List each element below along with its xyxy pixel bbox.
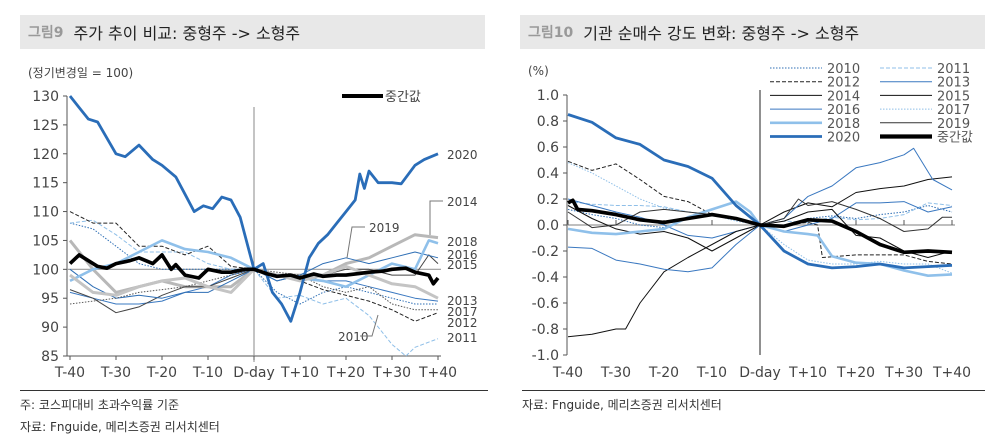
left-y-tick-label: 120 [32, 147, 59, 163]
left-source: 자료: Fnguide, 메리츠증권 리서치센터 [20, 420, 220, 434]
right-legend-label-2014: 2014 [827, 89, 860, 104]
left-y-tick-label: 90 [41, 320, 59, 336]
left-series-label-2016: 2016 [447, 248, 478, 262]
left-y-tick-label: 110 [32, 205, 59, 221]
left-y-tick-label: 100 [32, 262, 59, 278]
left-x-tick-label: T+30 [372, 365, 411, 381]
left-y-tick-label: 105 [32, 233, 59, 249]
left-y-tick-label: 130 [32, 89, 59, 105]
right-legend-label-2016: 2016 [827, 103, 860, 118]
right-legend-label-2018: 2018 [827, 117, 860, 132]
right-x-tick-label: T+30 [884, 365, 923, 381]
right-x-tick-label: D-day [739, 365, 781, 381]
left-series-label-2018: 2018 [447, 235, 478, 249]
left-series-label-2015: 2015 [447, 258, 478, 272]
left-series-label-2014: 2014 [447, 195, 478, 209]
left-2014-pointer [429, 200, 443, 235]
right-series-2014 [567, 176, 953, 338]
right-figure-header: 그림10 기관 순매수 강도 변화: 중형주 -> 소형주 [520, 15, 985, 49]
right-x-tick-label: T+10 [788, 365, 827, 381]
left-x-tick-label: T+10 [280, 365, 319, 381]
right-footer-rule [522, 390, 985, 391]
left-x-tick-label: T-10 [192, 365, 223, 381]
left-2010-pointer [360, 314, 379, 337]
right-legend-label-2012: 2012 [827, 76, 860, 91]
left-series-label-2011: 2011 [447, 331, 478, 345]
right-x-tick-label: T-40 [552, 365, 583, 381]
right-y-tick-label: -0.4 [532, 270, 559, 286]
right-x-tick-label: T-10 [696, 365, 727, 381]
left-series-label-2019: 2019 [369, 221, 400, 235]
left-x-tick-label: T-40 [54, 365, 85, 381]
left-y-tick-label: 95 [41, 291, 59, 307]
left-x-tick-label: D-day [233, 365, 275, 381]
right-legend-label-2020: 2020 [827, 131, 860, 146]
right-x-tick-label: T-20 [648, 365, 679, 381]
right-y-tick-label: -0.8 [532, 322, 559, 338]
right-series-중간값 [567, 198, 953, 255]
right-legend-label-2019: 2019 [937, 117, 970, 132]
right-y-tick-label: 1.0 [537, 88, 559, 104]
left-y-tick-label: 85 [41, 349, 59, 365]
left-series-label-2020: 2020 [447, 148, 478, 162]
right-x-tick-label: T+40 [932, 365, 971, 381]
left-unit-label: (정기변경일 = 100) [28, 66, 134, 80]
right-legend-label-중간값: 중간값 [937, 131, 973, 146]
left-series-2010 [69, 222, 438, 305]
right-y-tick-label: -1.0 [532, 348, 559, 364]
left-note: 주: 코스피대비 초과수익률 기준 [20, 398, 180, 412]
left-series-2020 [68, 95, 439, 323]
left-series-label-2012: 2012 [447, 316, 478, 330]
right-figure-title: 기관 순매수 강도 변화: 중형주 -> 소형주 [583, 24, 860, 43]
left-series-중간값 [68, 253, 440, 286]
left-y-tick-label: 125 [32, 118, 59, 134]
left-x-tick-label: T+20 [326, 365, 365, 381]
right-legend-label-2015: 2015 [937, 89, 970, 104]
left-x-tick-label: T-30 [100, 365, 131, 381]
left-figure-number: 그림9 [28, 25, 64, 41]
right-figure-number: 그림10 [528, 25, 574, 41]
right-series-2012 [567, 160, 953, 265]
left-series-label-2010: 2010 [338, 330, 369, 344]
right-series-2019 [567, 198, 952, 232]
right-x-tick-label: T+20 [836, 365, 875, 381]
left-series-label-2017: 2017 [447, 305, 478, 319]
right-unit-label: (%) [528, 64, 549, 78]
right-source: 자료: Fnguide, 메리츠증권 리서치센터 [522, 398, 722, 412]
left-legend-median-label: 중간값 [385, 90, 421, 105]
right-legend-label-2017: 2017 [937, 103, 970, 118]
left-series-label-2013: 2013 [447, 294, 478, 308]
left-series-2011 [69, 219, 439, 357]
right-y-tick-label: -0.2 [532, 244, 559, 260]
left-footer-rule [20, 390, 488, 391]
left-y-tick-label: 115 [32, 176, 59, 192]
right-y-tick-label: 0.6 [537, 140, 559, 156]
left-x-tick-label: T+40 [418, 365, 457, 381]
right-legend-label-2013: 2013 [937, 76, 970, 91]
left-figure-title: 주가 추이 비교: 중형주 -> 소형주 [73, 24, 301, 43]
right-y-tick-label: -0.6 [532, 296, 559, 312]
right-y-tick-label: 0.8 [537, 114, 559, 130]
left-2019-pointer [346, 226, 365, 259]
left-x-tick-label: T-20 [146, 365, 177, 381]
right-x-tick-label: T-30 [600, 365, 631, 381]
right-legend-label-2010: 2010 [827, 62, 860, 77]
right-legend-label-2011: 2011 [937, 62, 970, 77]
right-y-tick-label: 0.2 [537, 192, 559, 208]
right-y-tick-label: 0.4 [537, 166, 559, 182]
right-y-tick-label: 0.0 [537, 218, 559, 234]
left-figure-header: 그림9 주가 추이 비교: 중형주 -> 소형주 [20, 15, 485, 49]
right-series-2010 [567, 205, 953, 229]
